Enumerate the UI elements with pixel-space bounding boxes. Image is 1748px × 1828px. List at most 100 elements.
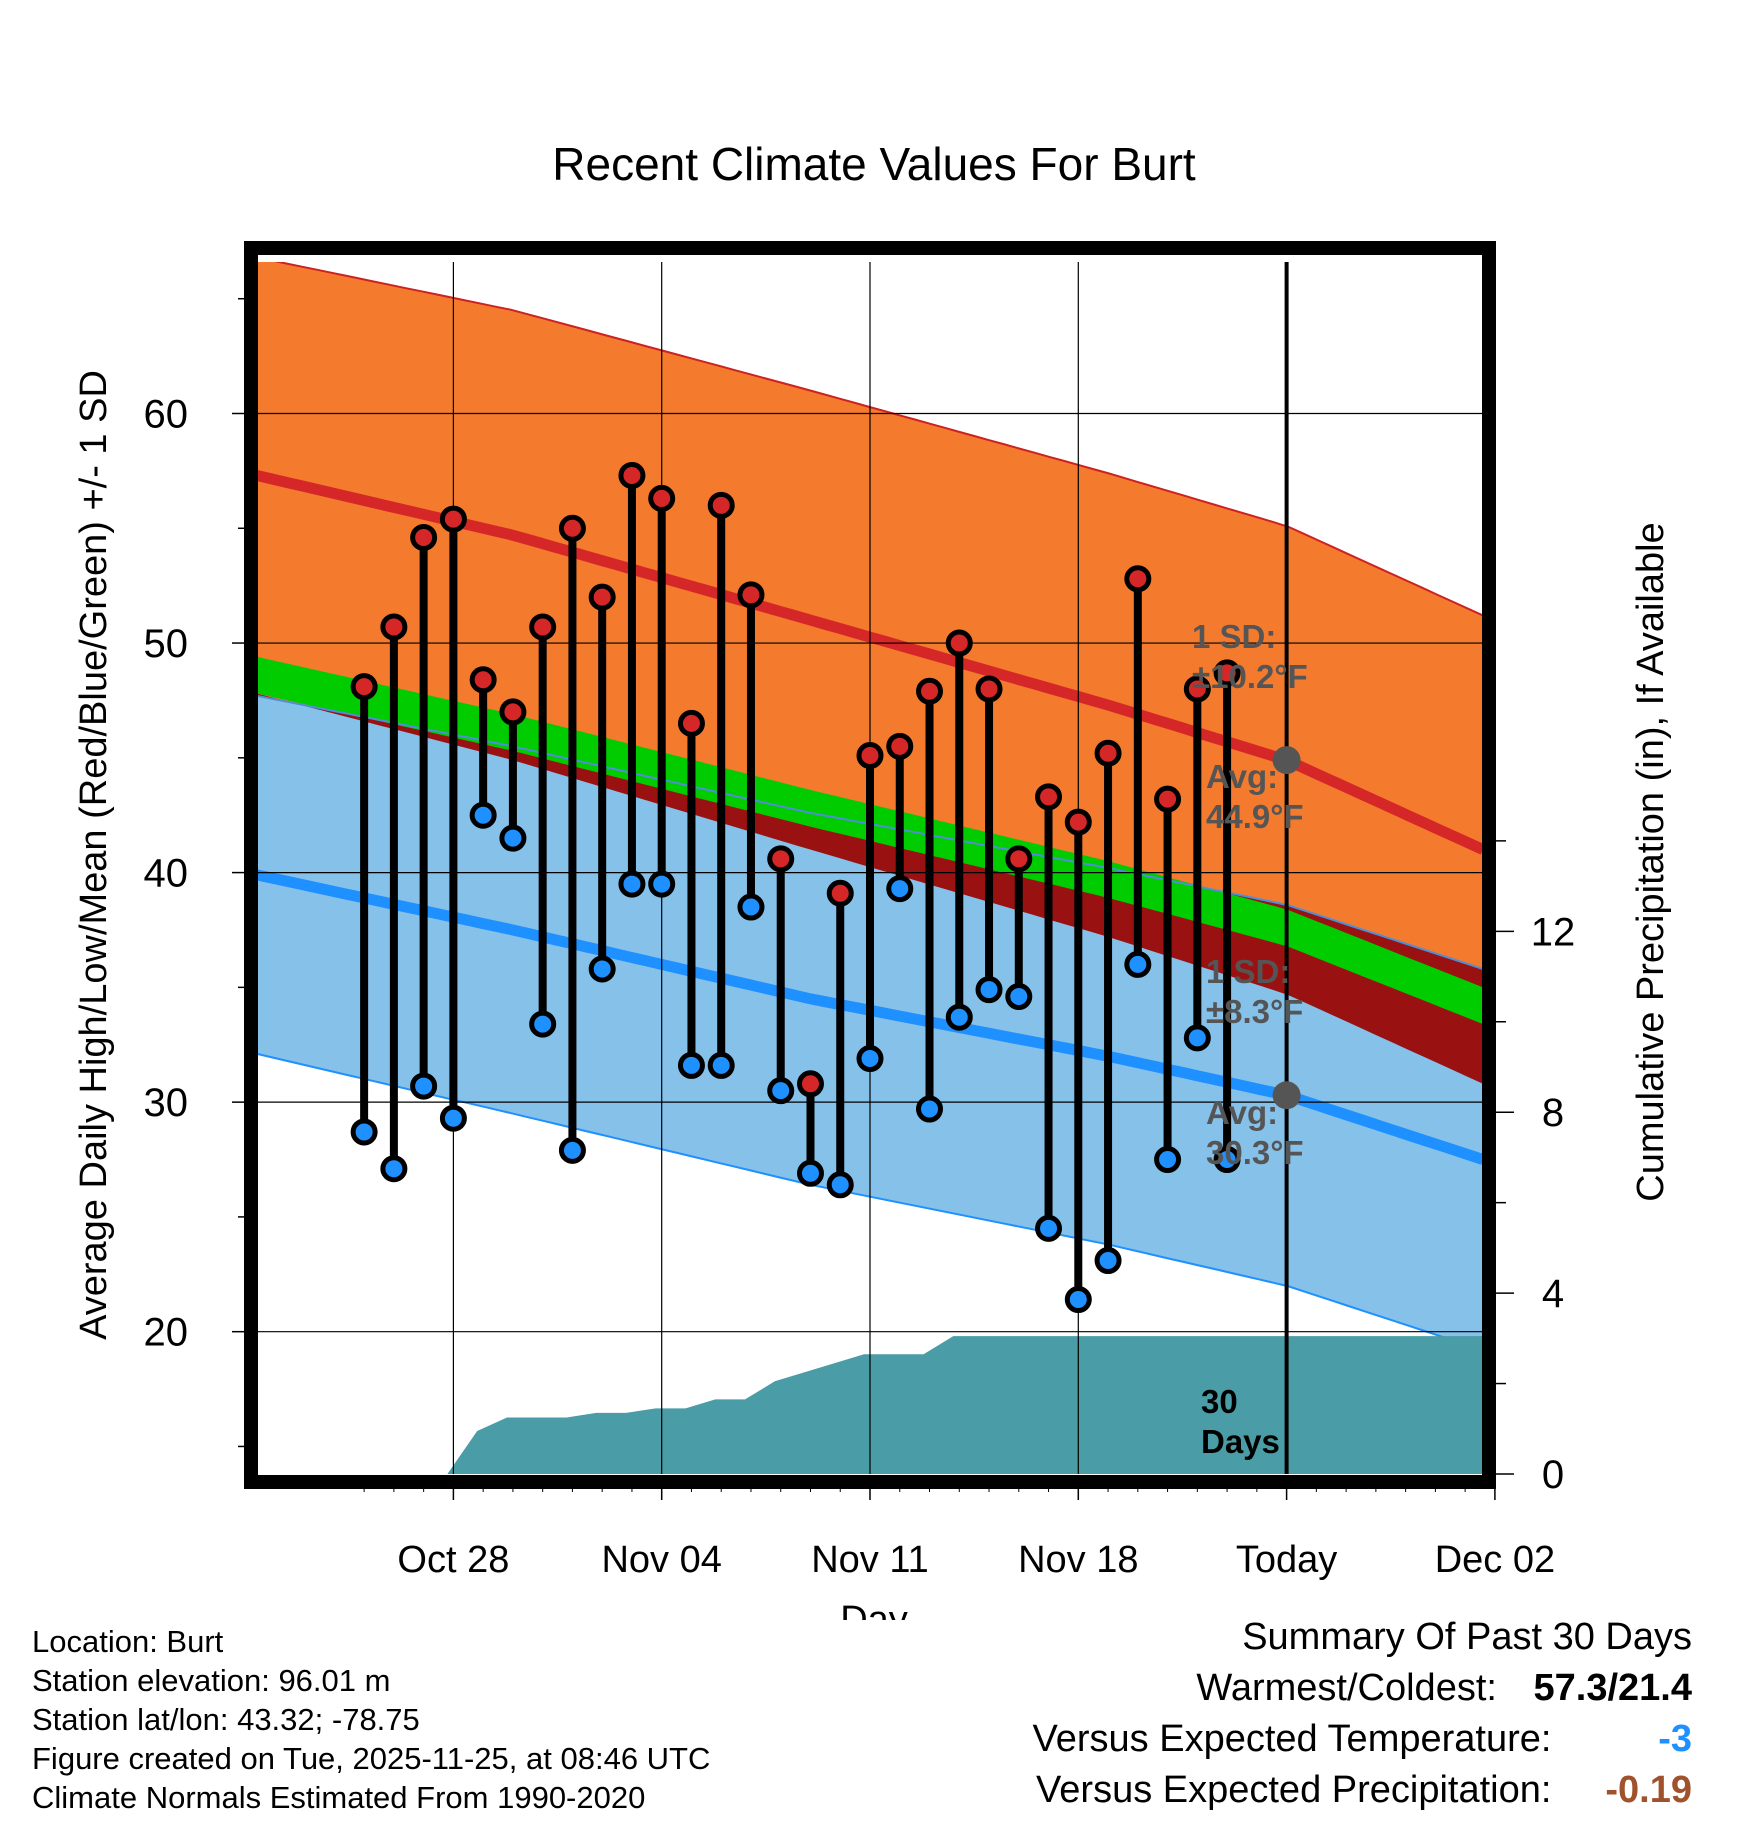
y2-tick-label: 8 bbox=[1542, 1091, 1564, 1135]
low-avg-annotation: Avg: 30.3°F bbox=[1206, 1094, 1304, 1171]
obs-high-marker bbox=[916, 677, 944, 705]
obs-low-marker bbox=[916, 1095, 944, 1123]
obs-high-marker bbox=[558, 514, 586, 542]
obs-low-marker bbox=[499, 824, 527, 852]
low-sd-annotation: 1 SD: ±8.3°F bbox=[1206, 953, 1303, 1030]
obs-low-marker bbox=[826, 1171, 854, 1199]
obs-high-marker bbox=[737, 581, 765, 609]
obs-high-marker bbox=[1005, 845, 1033, 873]
high-sd-annotation: 1 SD: ±10.2°F bbox=[1192, 618, 1308, 695]
summary-title: Summary Of Past 30 Days bbox=[1242, 1616, 1692, 1658]
x-axis-label: Day bbox=[840, 1599, 908, 1620]
obs-low-marker bbox=[558, 1136, 586, 1164]
station-info: Location: Burt Station elevation: 96.01 … bbox=[32, 1622, 710, 1817]
y-tick-label: 50 bbox=[144, 622, 189, 666]
obs-low-marker bbox=[796, 1159, 824, 1187]
elevation-line: Station elevation: 96.01 m bbox=[32, 1663, 391, 1698]
obs-low-marker bbox=[529, 1010, 557, 1038]
y-tick-label: 40 bbox=[144, 852, 189, 896]
x-tick-label: Today bbox=[1236, 1539, 1337, 1581]
obs-high-marker bbox=[826, 879, 854, 907]
obs-high-marker bbox=[975, 675, 1003, 703]
obs-low-marker bbox=[380, 1155, 408, 1183]
normals-line: Climate Normals Estimated From 1990-2020 bbox=[32, 1780, 646, 1815]
y-axis-label: Average Daily High/Low/Mean (Red/Blue/Gr… bbox=[73, 370, 115, 1340]
obs-low-marker bbox=[1213, 1146, 1241, 1174]
created-line: Figure created on Tue, 2025-11-25, at 08… bbox=[32, 1741, 711, 1776]
today-high-avg-marker bbox=[1272, 746, 1301, 775]
obs-high-marker bbox=[380, 613, 408, 641]
x-tick-label: Nov 11 bbox=[811, 1539, 929, 1581]
y2-tick-label: 0 bbox=[1542, 1453, 1564, 1497]
obs-low-marker bbox=[350, 1118, 378, 1146]
obs-high-marker bbox=[1213, 659, 1241, 687]
precip-value: -0.19 bbox=[1605, 1769, 1692, 1811]
obs-high-marker bbox=[1154, 785, 1182, 813]
obs-low-marker bbox=[439, 1104, 467, 1132]
obs-low-marker bbox=[618, 870, 646, 898]
obs-high-marker bbox=[410, 523, 438, 551]
obs-low-marker bbox=[945, 1003, 973, 1031]
obs-high-marker bbox=[469, 666, 497, 694]
high-avg-annotation: Avg: 44.9°F bbox=[1206, 758, 1304, 835]
obs-low-marker bbox=[588, 955, 616, 983]
obs-high-marker bbox=[1094, 739, 1122, 767]
today-low-avg-marker bbox=[1272, 1081, 1301, 1110]
x-tick-label: Nov 04 bbox=[601, 1539, 721, 1581]
obs-low-marker bbox=[975, 976, 1003, 1004]
obs-low-marker bbox=[648, 870, 676, 898]
obs-low-marker bbox=[886, 875, 914, 903]
plot-inner: 1 SD: ±10.2°F Avg: 44.9°F 1 SD: ±8.3°F Avg: 30.… bbox=[257, 262, 1483, 1474]
y2-tick-label: 12 bbox=[1531, 910, 1576, 954]
x-tick-label: Dec 02 bbox=[1435, 1539, 1555, 1581]
temp-label: Versus Expected Temperature: bbox=[1032, 1718, 1552, 1760]
obs-high-marker bbox=[767, 845, 795, 873]
obs-high-marker bbox=[1124, 565, 1152, 593]
obs-high-marker bbox=[618, 461, 646, 489]
obs-high-marker bbox=[1183, 675, 1211, 703]
obs-high-marker bbox=[1035, 783, 1063, 811]
warm-cold-label: Warmest/Coldest: bbox=[1196, 1667, 1497, 1709]
obs-high-marker bbox=[1064, 808, 1092, 836]
y-tick-label: 30 bbox=[144, 1081, 189, 1125]
obs-high-marker bbox=[499, 698, 527, 726]
days-annotation: 30 Days bbox=[1201, 1383, 1280, 1460]
obs-low-marker bbox=[1094, 1247, 1122, 1275]
obs-low-marker bbox=[1183, 1024, 1211, 1052]
obs-high-marker bbox=[529, 613, 557, 641]
plot-frame bbox=[244, 241, 1496, 1489]
y2-axis-label: Cumulative Precipitation (in), If Availa… bbox=[1630, 522, 1672, 1201]
summary-warm-cold-row: Warmest/Coldest: 57.3/21.4 bbox=[1033, 1663, 1692, 1714]
obs-low-marker bbox=[707, 1051, 735, 1079]
obs-low-marker bbox=[410, 1072, 438, 1100]
obs-high-marker bbox=[945, 629, 973, 657]
obs-high-marker bbox=[796, 1070, 824, 1098]
temp-value: -3 bbox=[1658, 1718, 1692, 1760]
obs-low-marker bbox=[1154, 1146, 1182, 1174]
obs-high-marker bbox=[588, 583, 616, 611]
summary-precip-row: Versus Expected Precipitation: -0.19 bbox=[1033, 1765, 1692, 1816]
obs-high-marker bbox=[648, 484, 676, 512]
latlon-line: Station lat/lon: 43.32; -78.75 bbox=[32, 1702, 420, 1737]
y-tick-label: 20 bbox=[144, 1311, 189, 1355]
obs-low-marker bbox=[767, 1077, 795, 1105]
obs-low-marker bbox=[677, 1051, 705, 1079]
obs-high-marker bbox=[350, 673, 378, 701]
obs-high-marker bbox=[677, 709, 705, 737]
warm-cold-value: 57.3/21.4 bbox=[1533, 1667, 1692, 1709]
climate-chart: Recent Climate Values For Burt 1 SD: ±10.… bbox=[73, 138, 1672, 1620]
plot-area: 1 SD: ±10.2°F Avg: 44.9°F 1 SD: ±8.3°F Avg: 30.… bbox=[144, 241, 1576, 1581]
y-tick-label: 60 bbox=[144, 393, 189, 437]
x-tick-label: Oct 28 bbox=[397, 1539, 509, 1581]
obs-low-marker bbox=[737, 893, 765, 921]
location-line: Location: Burt bbox=[32, 1624, 224, 1659]
chart-title: Recent Climate Values For Burt bbox=[552, 138, 1196, 190]
y2-tick-label: 4 bbox=[1542, 1272, 1564, 1316]
summary-temp-row: Versus Expected Temperature: -3 bbox=[1033, 1714, 1692, 1765]
obs-high-marker bbox=[707, 491, 735, 519]
summary-panel: Summary Of Past 30 Days Warmest/Coldest:… bbox=[1033, 1612, 1692, 1816]
obs-low-marker bbox=[469, 801, 497, 829]
precip-label: Versus Expected Precipitation: bbox=[1036, 1769, 1552, 1811]
obs-low-marker bbox=[1124, 950, 1152, 978]
obs-high-marker bbox=[856, 742, 884, 770]
